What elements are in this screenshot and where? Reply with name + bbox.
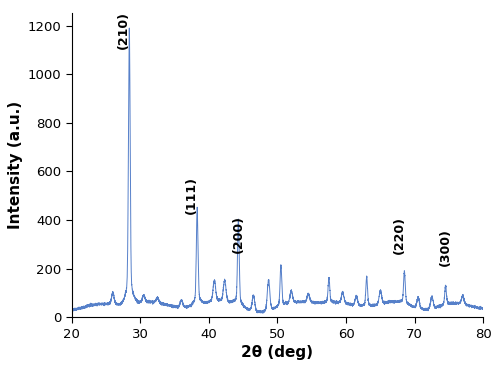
Text: (111): (111): [184, 176, 198, 214]
Y-axis label: Intensity (a.u.): Intensity (a.u.): [8, 101, 24, 229]
Text: (300): (300): [439, 228, 452, 266]
Text: (200): (200): [232, 215, 245, 253]
Text: (220): (220): [393, 216, 406, 254]
Text: (210): (210): [116, 11, 130, 49]
X-axis label: 2θ (deg): 2θ (deg): [242, 345, 314, 360]
